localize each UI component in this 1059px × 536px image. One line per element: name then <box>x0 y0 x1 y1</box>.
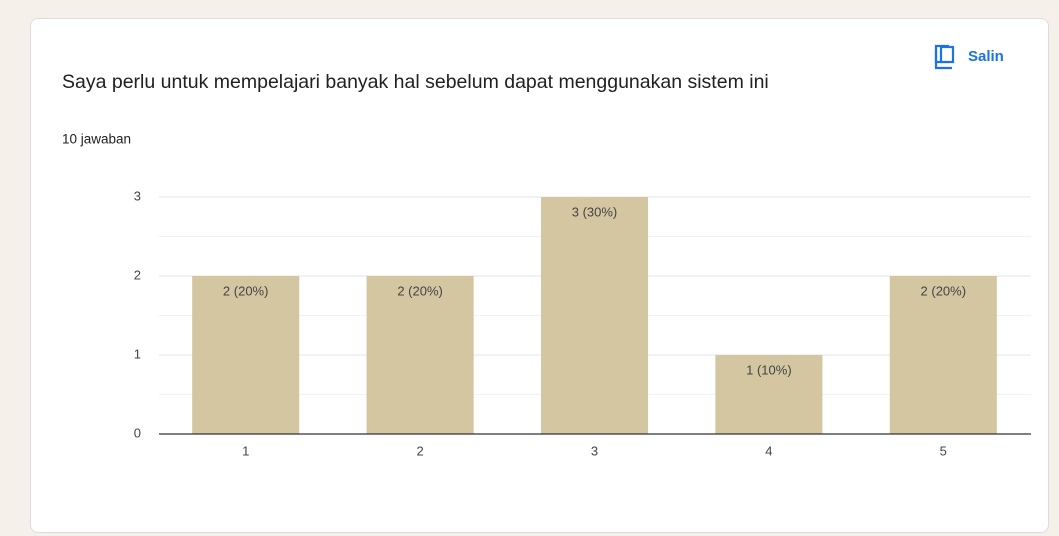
bar <box>889 276 997 434</box>
data-label: 3 (30%) <box>572 204 618 219</box>
data-label: 2 (20%) <box>223 283 269 298</box>
x-tick-label: 3 <box>591 443 598 458</box>
x-tick-label: 5 <box>940 443 947 458</box>
data-label: 1 (10%) <box>746 362 792 377</box>
copy-button[interactable]: Salin <box>934 44 1004 70</box>
data-label: 2 (20%) <box>921 283 967 298</box>
y-tick-label: 3 <box>134 188 141 203</box>
chart-subtitle: 10 jawaban <box>62 132 131 147</box>
y-tick-label: 0 <box>134 425 141 440</box>
copy-icon <box>934 50 952 70</box>
bar <box>192 276 300 434</box>
copy-icon <box>939 45 955 64</box>
chart-title: Saya perlu untuk mempelajari banyak hal … <box>62 71 769 93</box>
y-tick-label: 1 <box>134 346 141 361</box>
copy-label[interactable]: Salin <box>968 48 1004 65</box>
data-label: 2 (20%) <box>397 283 443 298</box>
bar <box>715 355 823 434</box>
bar <box>366 276 474 434</box>
x-tick-label: 4 <box>765 443 772 458</box>
x-tick-label: 1 <box>242 443 249 458</box>
x-tick-label: 2 <box>416 443 423 458</box>
y-tick-label: 2 <box>134 267 141 282</box>
bar <box>540 197 649 434</box>
